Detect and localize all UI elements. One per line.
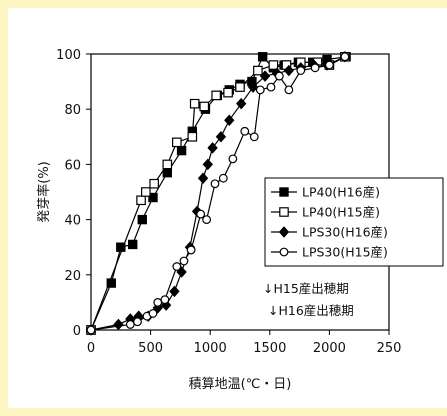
annotation-h15-heading: ↓H15産出穂期	[263, 281, 349, 296]
data-point	[197, 172, 209, 184]
legend-marker	[279, 207, 289, 217]
data-point	[215, 131, 227, 143]
data-point	[86, 325, 96, 335]
data-point	[236, 97, 247, 110]
y-tick-label: 100	[56, 48, 81, 63]
data-point	[210, 179, 220, 189]
legend-item: LPS30(H15産)	[271, 245, 388, 260]
legend-marker	[278, 226, 290, 238]
data-point	[218, 173, 228, 183]
data-point	[160, 295, 170, 305]
data-point	[133, 317, 142, 327]
data-point	[235, 82, 245, 92]
data-point	[255, 85, 265, 95]
data-point	[136, 195, 146, 206]
data-point	[148, 192, 158, 203]
legend-marker	[279, 187, 289, 197]
y-tick-label: 0	[73, 324, 81, 339]
data-point	[253, 65, 263, 76]
data-point	[172, 137, 182, 148]
data-point	[211, 90, 221, 101]
data-point	[162, 159, 173, 170]
data-point	[259, 70, 271, 82]
x-tick-label: 0	[87, 341, 95, 356]
data-point	[266, 82, 276, 92]
data-point	[268, 60, 279, 70]
x-axis-title: 積算地温(℃・日)	[189, 377, 292, 392]
data-point	[169, 285, 180, 298]
legend-label: LPS30(H16産)	[302, 225, 388, 240]
data-point	[223, 87, 233, 98]
legend-label: LP40(H16産)	[302, 185, 380, 200]
data-point	[199, 101, 210, 112]
data-point	[176, 145, 187, 156]
data-point	[283, 64, 295, 77]
legend-label: LP40(H15産)	[302, 205, 380, 220]
data-point	[179, 256, 189, 266]
data-point	[240, 126, 250, 136]
x-tick-label: 1500	[253, 341, 286, 356]
data-point	[128, 239, 138, 250]
data-point	[284, 85, 294, 95]
x-tick-label: 500	[138, 341, 163, 356]
data-point	[202, 158, 213, 171]
legend-item: LP40(H15産)	[271, 205, 380, 220]
y-tick-label: 80	[64, 103, 81, 118]
legend-marker	[279, 247, 289, 257]
data-point	[274, 71, 284, 81]
data-point	[187, 131, 198, 142]
y-tick-label: 60	[64, 158, 81, 173]
y-tick-label: 20	[64, 269, 81, 284]
chart-frame: 0 20 40 60 80 100 0 500 1000 1500 2000 250 LP40(H16…	[8, 8, 447, 408]
data-point	[340, 52, 350, 62]
data-point	[186, 245, 196, 255]
legend-item: LP40(H16産)	[271, 185, 380, 200]
y-tick-label: 40	[64, 214, 81, 229]
data-point	[137, 214, 147, 225]
x-tick-label: 1000	[194, 341, 227, 356]
data-point	[296, 66, 306, 75]
data-point	[310, 63, 320, 73]
data-point	[125, 320, 135, 329]
data-point	[325, 60, 334, 70]
data-point	[257, 52, 268, 62]
annotation-h16-heading: ↓H16産出穂期	[268, 303, 354, 318]
data-point	[148, 309, 158, 318]
y-axis-title: 発芽率(%)	[36, 161, 52, 223]
data-point	[228, 154, 238, 164]
data-point	[189, 98, 200, 109]
legend-label: LPS30(H15産)	[302, 245, 388, 260]
data-point	[202, 215, 212, 225]
data-point	[153, 298, 163, 307]
series-4	[86, 52, 350, 335]
data-point	[207, 142, 218, 154]
data-point	[141, 187, 151, 197]
data-point	[149, 178, 159, 189]
data-point	[196, 209, 206, 219]
legend-item: LPS30(H16産)	[271, 225, 388, 240]
x-tick-label: 250	[377, 341, 402, 356]
data-point	[224, 114, 235, 126]
data-point	[249, 132, 259, 142]
data-point	[113, 318, 124, 331]
data-point	[247, 81, 259, 93]
x-tick-label: 2000	[313, 341, 346, 356]
legend-box	[264, 177, 444, 267]
data-point	[172, 262, 182, 271]
